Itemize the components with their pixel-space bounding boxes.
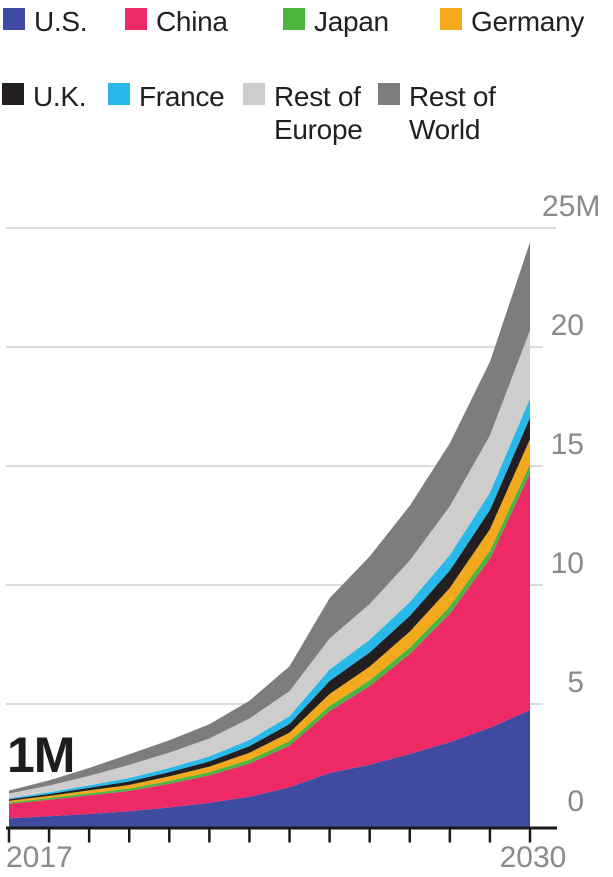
y-tick-label-25M: 25M xyxy=(542,190,601,223)
legend-label-rest-of-world: Rest of World xyxy=(409,81,496,145)
x-axis-line xyxy=(6,826,557,830)
legend-label-u-k: U.K. xyxy=(33,81,87,112)
legend-label-japan: Japan xyxy=(314,6,389,37)
area-rest-of-world xyxy=(9,242,530,794)
legend-label-germany: Germany xyxy=(471,6,585,37)
y-tick-label-10: 10 xyxy=(550,547,584,580)
legend-item-u-k: U.K. xyxy=(2,80,87,113)
legend-swatch-germany xyxy=(440,8,462,30)
legend-swatch-china xyxy=(125,8,147,30)
legend-item-u-s: U.S. xyxy=(3,5,88,38)
area-u-s xyxy=(9,710,530,827)
legend-label-china: China xyxy=(156,6,228,37)
y-tick-label-15: 15 xyxy=(550,428,584,461)
legend-item-rest-of-europe: Rest of Europe xyxy=(243,80,392,146)
legend-swatch-rest-of-world xyxy=(378,83,400,105)
legend-label-france: France xyxy=(139,81,225,112)
legend-label-u-s: U.S. xyxy=(34,6,88,37)
legend-item-germany: Germany xyxy=(440,5,584,38)
legend-item-rest-of-world: Rest of World xyxy=(378,80,527,146)
legend-swatch-france xyxy=(108,83,130,105)
y-tick-label-5: 5 xyxy=(567,666,584,699)
area-germany xyxy=(9,439,530,803)
legend-item-france: France xyxy=(108,80,225,113)
y-tick-label-0: 0 xyxy=(567,785,584,818)
legend-swatch-japan xyxy=(283,8,305,30)
legend-item-china: China xyxy=(125,5,228,38)
legend-label-rest-of-europe: Rest of Europe xyxy=(274,81,363,145)
legend-swatch-u-k xyxy=(2,83,24,105)
x-axis-label-last: 2030 xyxy=(499,841,567,874)
y-tick-label-20: 20 xyxy=(550,309,584,342)
legend-swatch-rest-of-europe xyxy=(243,83,265,105)
legend-item-japan: Japan xyxy=(283,5,389,38)
area-u-k xyxy=(9,417,530,801)
legend-swatch-u-s xyxy=(3,8,25,30)
start-value-annotation: 1M xyxy=(7,727,75,783)
area-rest-of-europe xyxy=(9,330,530,799)
area-japan xyxy=(9,464,530,804)
x-axis-label-first: 2017 xyxy=(6,841,73,874)
area-china xyxy=(9,473,530,819)
